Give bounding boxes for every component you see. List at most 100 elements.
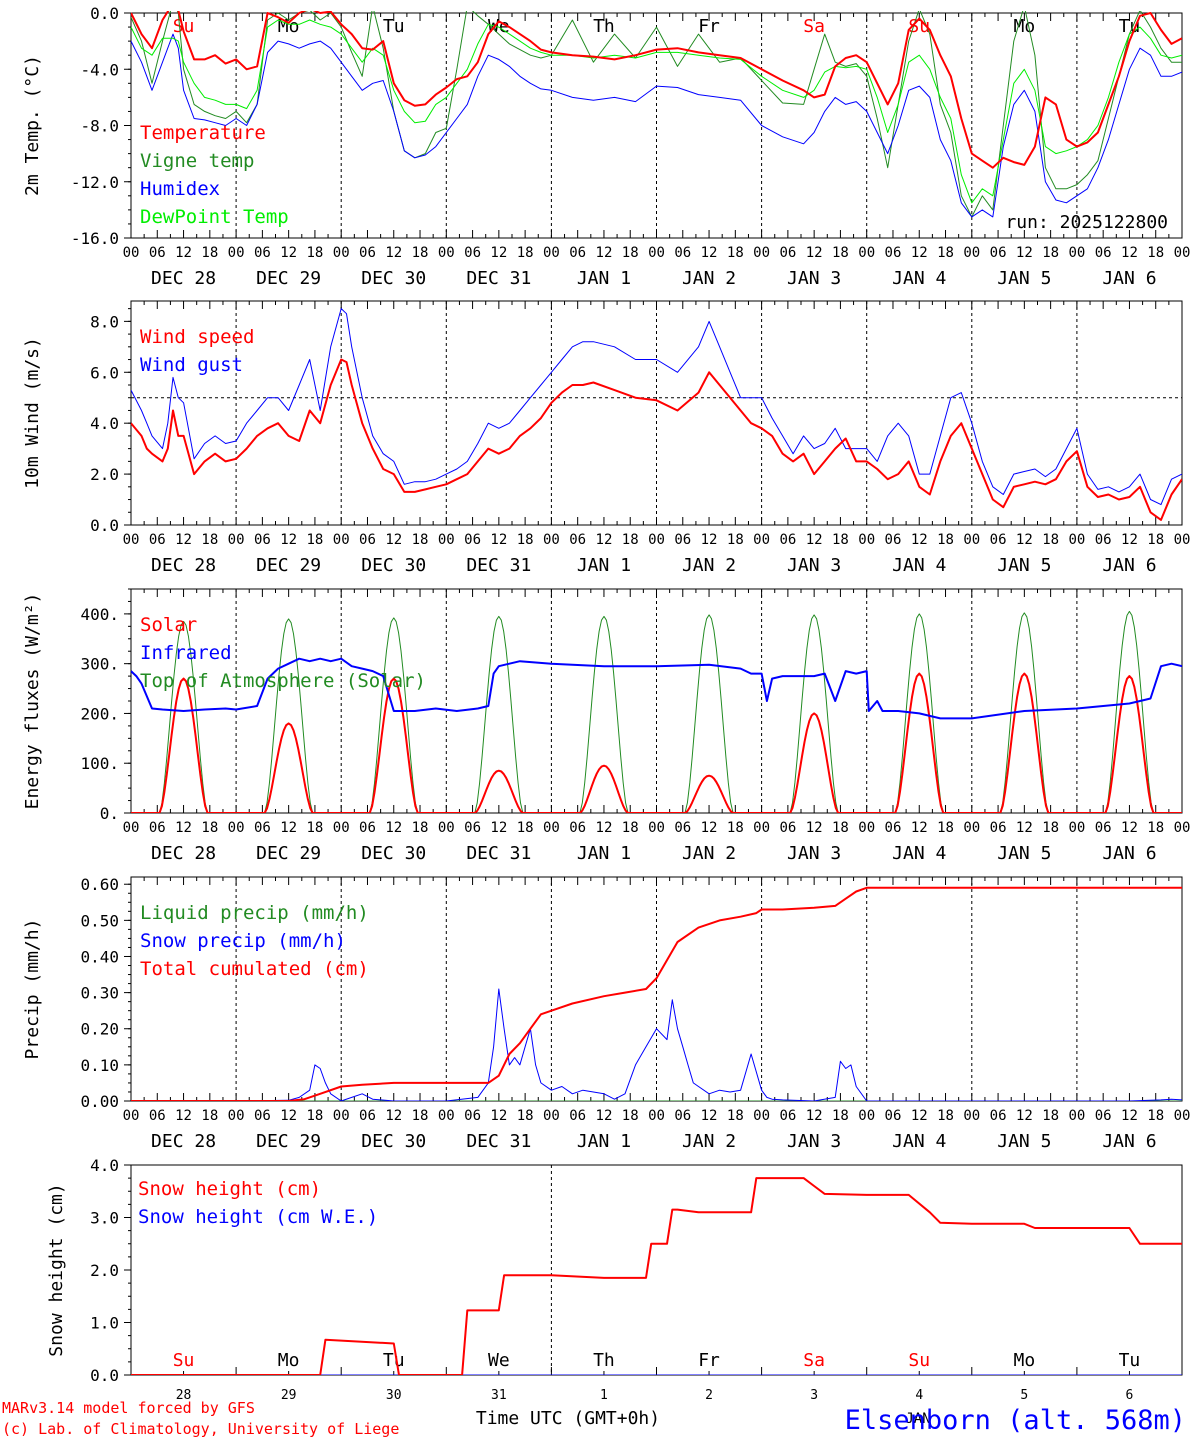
hour-tick-label: 06 (254, 1108, 271, 1124)
hour-tick-label: 06 (990, 532, 1007, 548)
hour-tick-label: 00 (963, 532, 980, 548)
hour-tick-label: 06 (569, 245, 586, 261)
date-label: JAN 5 (997, 268, 1051, 289)
hour-tick-label: 06 (149, 1108, 166, 1124)
series-line-infrared (131, 657, 1182, 720)
hour-tick-label: 18 (306, 820, 323, 836)
hour-tick-label: 00 (648, 820, 665, 836)
hour-tick-label: 12 (806, 532, 823, 548)
legend-entry: Top of Atmosphere (Solar) (140, 670, 426, 692)
legend-entry: Liquid precip (mm/h) (140, 902, 369, 924)
hour-tick-label: 00 (1174, 245, 1191, 261)
hour-tick-label: 00 (858, 532, 875, 548)
hour-tick-label: 18 (201, 1108, 218, 1124)
credit-line-2: (c) Lab. of Climatology, University of L… (2, 1420, 399, 1438)
hour-tick-label: 12 (806, 245, 823, 261)
weekday-label: Su (173, 1350, 195, 1371)
date-label: DEC 28 (151, 555, 216, 576)
hour-tick-label: 18 (1042, 245, 1059, 261)
hour-tick-label: 18 (1147, 820, 1164, 836)
hour-tick-label: 12 (701, 1108, 718, 1124)
date-label: JAN 2 (682, 843, 736, 864)
hour-tick-label: 12 (1121, 532, 1138, 548)
hour-tick-label: 18 (622, 820, 639, 836)
weekday-label: Th (593, 16, 615, 37)
hour-tick-label: 06 (885, 820, 902, 836)
hour-tick-label: 00 (648, 1108, 665, 1124)
date-label: DEC 29 (256, 1131, 321, 1152)
hour-tick-label: 00 (228, 532, 245, 548)
legend-entry: Wind speed (140, 326, 254, 348)
hour-tick-label: 12 (490, 532, 507, 548)
date-label: JAN 6 (1102, 555, 1156, 576)
hour-tick-label: 12 (701, 532, 718, 548)
hour-tick-label: 00 (963, 245, 980, 261)
weekday-label: Th (593, 1350, 615, 1371)
hour-tick-label: 12 (1121, 820, 1138, 836)
day-number-label: 28 (176, 1388, 192, 1403)
date-label: JAN 5 (997, 843, 1051, 864)
hour-tick-label: 12 (280, 1108, 297, 1124)
date-label: DEC 29 (256, 268, 321, 289)
hour-tick-label: 18 (937, 1108, 954, 1124)
day-number-label: 29 (281, 1388, 297, 1403)
hour-tick-label: 06 (1095, 532, 1112, 548)
hour-tick-label: 18 (832, 532, 849, 548)
hour-tick-label: 12 (1016, 532, 1033, 548)
y-tick-label: 0.40 (80, 947, 119, 966)
hour-tick-label: 06 (254, 532, 271, 548)
hour-tick-label: 06 (149, 820, 166, 836)
date-label: DEC 28 (151, 843, 216, 864)
hour-tick-label: 06 (254, 245, 271, 261)
plot-frame-wind (130, 300, 1183, 526)
date-label: DEC 31 (466, 555, 531, 576)
y-tick-label: 0.0 (90, 1366, 119, 1385)
weekday-label: Su (908, 1350, 930, 1371)
hour-tick-label: 18 (412, 532, 429, 548)
hour-tick-label: 00 (123, 532, 140, 548)
hour-tick-label: 18 (306, 532, 323, 548)
hour-tick-label: 06 (464, 1108, 481, 1124)
hour-tick-label: 06 (464, 820, 481, 836)
y-tick-label: 0.50 (80, 911, 119, 930)
y-tick-label: 2.0 (90, 465, 119, 484)
legend-entry: Snow height (cm W.E.) (138, 1206, 378, 1228)
hour-tick-label: 12 (596, 820, 613, 836)
y-tick-label: -8.0 (80, 117, 119, 136)
hour-tick-label: 00 (648, 245, 665, 261)
hour-tick-label: 06 (990, 245, 1007, 261)
weekday-label: Su (173, 16, 195, 37)
hour-tick-label: 00 (963, 820, 980, 836)
hour-tick-label: 12 (490, 1108, 507, 1124)
legend-entry: Infrared (140, 642, 232, 664)
hour-tick-label: 06 (1095, 1108, 1112, 1124)
date-label: DEC 28 (151, 1131, 216, 1152)
hour-tick-label: 06 (359, 1108, 376, 1124)
hour-tick-label: 00 (228, 1108, 245, 1124)
hour-tick-label: 18 (306, 245, 323, 261)
y-tick-label: -4.0 (80, 60, 119, 79)
hour-tick-label: 06 (149, 245, 166, 261)
hour-tick-label: 18 (201, 245, 218, 261)
hour-tick-label: 00 (123, 1108, 140, 1124)
series-line-snow-precip-mm-h- (131, 988, 1182, 1101)
hour-tick-label: 12 (806, 820, 823, 836)
hour-tick-label: 00 (648, 532, 665, 548)
date-label: DEC 29 (256, 555, 321, 576)
hour-tick-label: 00 (1174, 532, 1191, 548)
hour-tick-label: 18 (517, 820, 534, 836)
hour-tick-label: 00 (963, 1108, 980, 1124)
hour-tick-label: 18 (412, 245, 429, 261)
hour-tick-label: 00 (333, 245, 350, 261)
legend-entry: Humidex (140, 178, 220, 200)
hour-tick-label: 06 (990, 820, 1007, 836)
series-line-wind-gust (131, 308, 1182, 506)
hour-tick-label: 06 (674, 1108, 691, 1124)
hour-tick-label: 18 (622, 532, 639, 548)
series-line-total-cumulated-cm- (131, 886, 1182, 1101)
y-tick-label: 0.0 (90, 516, 119, 535)
day-number-label: 6 (1126, 1388, 1134, 1403)
hour-tick-label: 12 (175, 1108, 192, 1124)
hour-tick-label: 12 (175, 820, 192, 836)
